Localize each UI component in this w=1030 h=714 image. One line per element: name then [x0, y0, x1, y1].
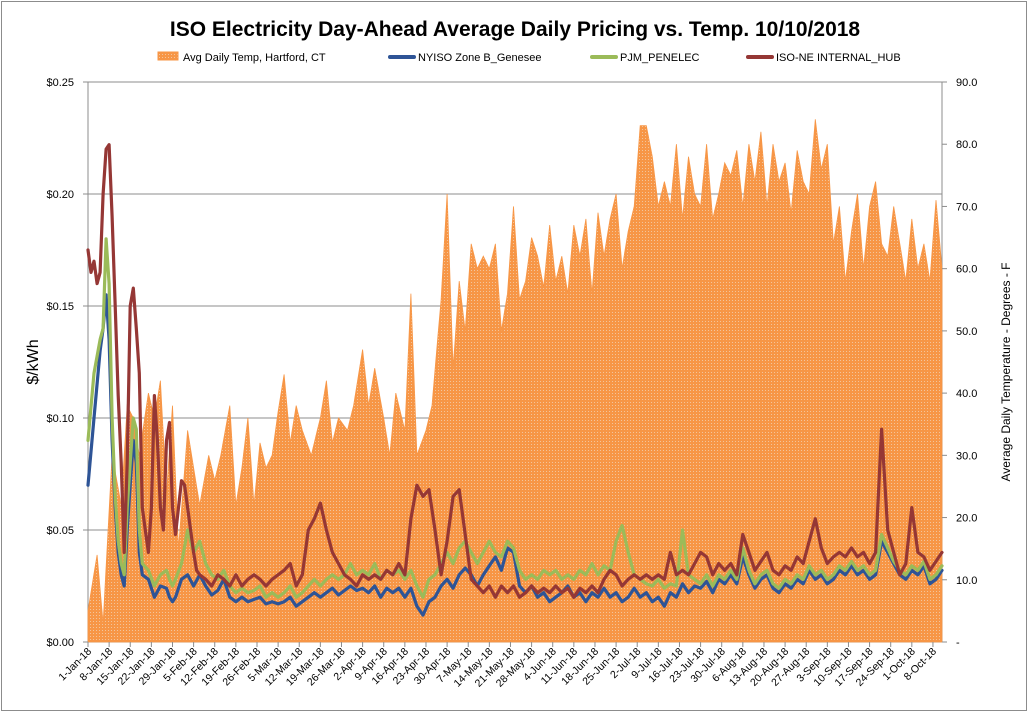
series-area-temperature: [87, 119, 943, 643]
price-lines-layer: [86, 143, 944, 617]
legend: Avg Daily Temp, Hartford, CT NYISO Zone B…: [157, 51, 901, 64]
y2-tick-label: 70.0: [956, 201, 977, 213]
axes: $0.00 $0.05 $0.10 $0.15 $0.20 $0.25 - 10.0 20.0 3…: [25, 77, 1013, 690]
y2-tick-label: 90.0: [956, 77, 977, 89]
y-tick-label: $0.25: [46, 77, 74, 89]
legend-label: NYISO Zone B_Genesee: [418, 52, 542, 64]
y2-tick-label: 60.0: [956, 264, 977, 276]
y2-tick-label: 40.0: [956, 388, 977, 400]
y-axis-label: $/kWh: [25, 339, 42, 384]
y2-tick-label: 10.0: [956, 575, 977, 587]
series-line-3: [86, 143, 944, 599]
y-tick-label: $0.00: [46, 637, 74, 649]
legend-label: ISO-NE INTERNAL_HUB: [776, 52, 901, 64]
y2-tick-label: 50.0: [956, 326, 977, 338]
y-tick-label: $0.20: [46, 189, 74, 201]
legend-label: Avg Daily Temp, Hartford, CT: [183, 52, 326, 64]
legend-label: PJM_PENELEC: [620, 52, 700, 64]
y2-tick-label: -: [956, 637, 960, 649]
y-tick-label: $0.05: [46, 525, 74, 537]
y2-tick-label: 80.0: [956, 139, 977, 151]
y2-axis-label: Average Daily Temperature - Degrees - F: [999, 263, 1013, 482]
y-tick-label: $0.10: [46, 413, 74, 425]
y2-tick-label: 30.0: [956, 450, 977, 462]
temperature-area-layer: [87, 119, 943, 643]
y2-tick-label: 20.0: [956, 513, 977, 525]
chart-title: ISO Electricity Day-Ahead Average Daily …: [169, 18, 861, 41]
series-line-1: [86, 293, 944, 617]
legend-swatch: [157, 51, 179, 61]
y-tick-label: $0.15: [46, 301, 74, 313]
series-line-2: [86, 237, 944, 599]
